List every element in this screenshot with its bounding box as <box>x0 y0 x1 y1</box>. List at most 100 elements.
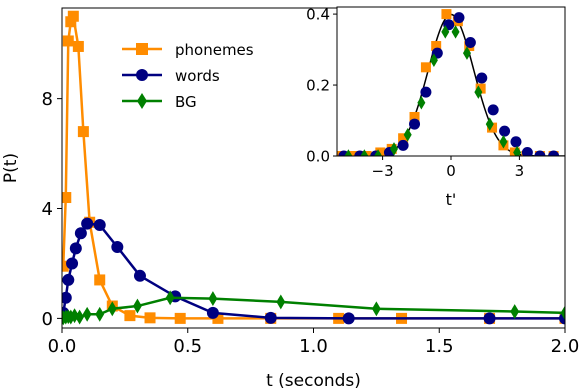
inset-point-phonemes <box>487 122 498 133</box>
data-point-bg <box>82 306 92 322</box>
inset-point-words <box>521 146 533 156</box>
inset-point-bg <box>374 149 383 156</box>
inset-point-bg <box>499 135 508 149</box>
inset-x-axis-label: t' <box>446 190 457 209</box>
inset-point-words <box>499 125 511 137</box>
x-tick-label: 1.0 <box>299 336 328 357</box>
legend-label-bg: BG <box>175 93 197 111</box>
data-point-phonemes <box>174 312 186 324</box>
series-line-words <box>62 222 565 320</box>
data-point-words <box>81 217 94 230</box>
legend-marker-diamond <box>137 93 147 109</box>
inset-point-words <box>510 136 522 148</box>
data-point-bg <box>165 290 175 306</box>
inset-point-phonemes <box>475 83 486 94</box>
data-point-words <box>133 269 146 282</box>
data-point-bg <box>371 301 381 317</box>
y-tick-label: 4 <box>42 199 53 220</box>
inset-point-phonemes <box>431 41 442 52</box>
main-y-axis-label: P(t) <box>1 153 21 183</box>
inset-point-bg <box>417 96 426 110</box>
data-point-phonemes <box>212 312 224 324</box>
inset-point-bg <box>441 25 450 39</box>
inset-point-words <box>397 139 409 151</box>
inset-point-words <box>476 72 488 84</box>
inset-point-bg <box>474 85 483 99</box>
legend-entry-phonemes: phonemes <box>122 41 254 59</box>
inset-point-phonemes <box>420 62 431 73</box>
data-point-phonemes <box>144 312 156 324</box>
data-point-words <box>483 312 496 325</box>
inset-point-phonemes <box>347 151 358 156</box>
data-point-words <box>206 306 219 319</box>
inset-point-bg <box>485 117 494 131</box>
y-tick-label: 0.0 <box>306 147 330 165</box>
inset-point-phonemes <box>409 111 420 122</box>
data-point-phonemes <box>124 310 136 322</box>
x-tick-label: 0.0 <box>48 336 77 357</box>
x-tick-label: −3 <box>372 162 394 180</box>
data-point-bg <box>208 291 218 307</box>
main-series-layer <box>62 10 565 326</box>
legend-entry-words: words <box>122 67 220 85</box>
inset-point-bg <box>429 53 438 67</box>
inset-point-bg <box>360 149 369 156</box>
data-point-phonemes <box>94 274 106 286</box>
main-plot: 0.0 0.5 1.0 1.5 2.0 0 4 8 t (seconds) P(t) <box>1 7 580 390</box>
x-tick-label: 1.5 <box>425 336 454 357</box>
y-tick-label: 0.2 <box>306 76 330 94</box>
inset-point-words <box>420 86 432 98</box>
y-tick-label: 0 <box>42 309 53 330</box>
legend-label-phonemes: phonemes <box>175 41 254 59</box>
main-x-axis-label: t (seconds) <box>266 371 361 390</box>
y-tick-label: 8 <box>42 89 53 110</box>
data-point-bg <box>560 305 565 321</box>
legend-label-words: words <box>175 67 220 85</box>
inset-plot: −3 0 3 0.0 0.2 0.4 t' <box>306 5 566 209</box>
data-point-words <box>342 312 355 325</box>
data-point-phonemes <box>77 126 89 138</box>
legend: phonemes words BG <box>122 41 254 111</box>
inset-point-words <box>464 36 476 48</box>
inset-point-words <box>548 150 560 156</box>
inset-point-phonemes <box>398 133 409 144</box>
data-point-bg <box>107 301 117 317</box>
data-point-words <box>74 227 87 240</box>
main-axis-ticks: 0.0 0.5 1.0 1.5 2.0 0 4 8 <box>42 89 580 357</box>
data-point-bg <box>95 306 105 322</box>
inset-point-bg <box>513 145 522 156</box>
legend-marker-circle <box>136 69 148 81</box>
legend-marker-square <box>136 43 148 55</box>
inset-point-phonemes <box>441 9 452 20</box>
x-tick-label: 0.5 <box>173 336 202 357</box>
data-point-phonemes <box>62 192 72 204</box>
inset-point-bg <box>451 25 460 39</box>
data-point-phonemes <box>72 40 84 52</box>
inset-point-bg <box>344 149 353 156</box>
data-point-phonemes <box>62 35 74 47</box>
x-tick-label: 0 <box>446 162 456 180</box>
x-tick-label: 3 <box>515 162 525 180</box>
inset-point-words <box>487 104 499 116</box>
inset-axis-ticks: −3 0 3 0.0 0.2 0.4 <box>306 5 524 180</box>
inset-point-bg <box>403 127 412 142</box>
data-point-words <box>66 257 79 270</box>
data-point-words <box>62 273 75 286</box>
data-point-phonemes <box>62 260 69 272</box>
inset-point-bg <box>390 142 398 156</box>
inset-point-words <box>453 12 465 24</box>
data-point-phonemes <box>67 10 79 22</box>
inset-background <box>337 7 565 156</box>
inset-point-bg <box>462 46 471 60</box>
data-point-bg <box>66 309 76 325</box>
inset-series-layer <box>337 9 565 156</box>
data-point-bg <box>75 309 85 325</box>
data-point-bg <box>276 294 286 310</box>
data-point-words <box>93 218 106 231</box>
data-point-words <box>264 311 277 324</box>
data-point-bg <box>70 308 79 324</box>
data-point-words <box>69 242 82 255</box>
data-point-words <box>111 240 124 253</box>
data-point-bg <box>510 304 520 319</box>
